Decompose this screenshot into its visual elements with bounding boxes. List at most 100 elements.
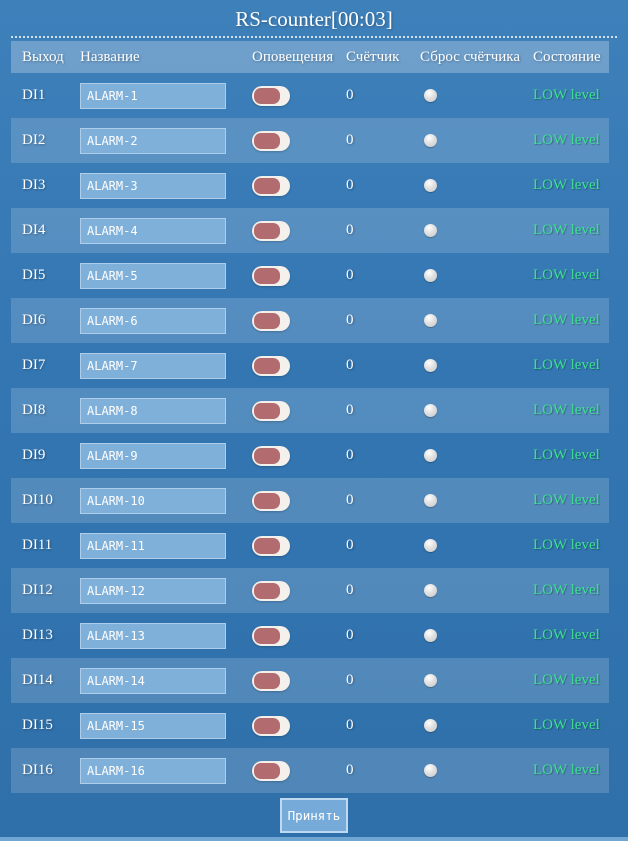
name-input[interactable] — [80, 172, 226, 199]
name-input[interactable] — [80, 622, 226, 649]
state-label: LOW level — [533, 357, 600, 373]
table-row: DI3 0 LOW level — [11, 163, 609, 208]
notifications-toggle[interactable] — [252, 625, 290, 646]
header-state: Состояние — [533, 48, 601, 65]
state-label: LOW level — [533, 627, 600, 643]
table-row: DI2 0 LOW level — [11, 118, 609, 163]
notifications-toggle[interactable] — [252, 760, 290, 781]
reset-counter-radio[interactable] — [424, 404, 437, 418]
header-counter: Счётчик — [346, 48, 400, 65]
toggle-knob-icon — [254, 537, 280, 554]
notifications-toggle[interactable] — [252, 310, 290, 331]
reset-counter-radio[interactable] — [424, 539, 437, 553]
reset-counter-radio[interactable] — [424, 584, 437, 598]
toggle-knob-icon — [254, 627, 280, 644]
notifications-toggle[interactable] — [252, 400, 290, 421]
state-label: LOW level — [533, 87, 600, 103]
name-input[interactable] — [80, 397, 226, 424]
notifications-toggle[interactable] — [252, 490, 290, 511]
name-input[interactable] — [80, 712, 226, 739]
reset-counter-radio[interactable] — [424, 224, 437, 238]
counter-value: 0 — [346, 447, 354, 463]
bottom-strip — [0, 837, 628, 841]
toggle-knob-icon — [254, 222, 280, 239]
name-input[interactable] — [80, 757, 226, 784]
notifications-toggle[interactable] — [252, 220, 290, 241]
state-label: LOW level — [533, 672, 600, 688]
output-label: DI1 — [22, 87, 46, 103]
table-row: DI14 0 LOW level — [11, 658, 609, 703]
toggle-knob-icon — [254, 357, 280, 374]
reset-counter-radio[interactable] — [424, 494, 437, 508]
table-header: Выход Название Оповещения Счётчик Сброс … — [11, 41, 609, 73]
notifications-toggle[interactable] — [252, 445, 290, 466]
submit-button[interactable]: Принять — [279, 798, 349, 833]
output-label: DI6 — [22, 312, 46, 328]
reset-counter-radio[interactable] — [424, 269, 437, 283]
table-row: DI9 0 LOW level — [11, 433, 609, 478]
name-input[interactable] — [80, 127, 226, 154]
reset-counter-radio[interactable] — [424, 449, 437, 463]
reset-counter-radio[interactable] — [424, 719, 437, 733]
name-input[interactable] — [80, 82, 226, 109]
notifications-toggle[interactable] — [252, 715, 290, 736]
output-label: DI2 — [22, 132, 46, 148]
state-label: LOW level — [533, 447, 600, 463]
name-input[interactable] — [80, 577, 226, 604]
notifications-toggle[interactable] — [252, 265, 290, 286]
counter-value: 0 — [346, 312, 354, 328]
name-input[interactable] — [80, 667, 226, 694]
name-input[interactable] — [80, 487, 226, 514]
state-label: LOW level — [533, 312, 600, 328]
output-label: DI14 — [22, 672, 53, 688]
toggle-knob-icon — [254, 492, 280, 509]
state-label: LOW level — [533, 402, 600, 418]
notifications-toggle[interactable] — [252, 535, 290, 556]
toggle-knob-icon — [254, 177, 280, 194]
reset-counter-radio[interactable] — [424, 314, 437, 328]
toggle-knob-icon — [254, 267, 280, 284]
reset-counter-radio[interactable] — [424, 629, 437, 643]
table-row: DI7 0 LOW level — [11, 343, 609, 388]
counter-value: 0 — [346, 357, 354, 373]
name-input[interactable] — [80, 307, 226, 334]
state-label: LOW level — [533, 267, 600, 283]
state-label: LOW level — [533, 717, 600, 733]
notifications-toggle[interactable] — [252, 175, 290, 196]
state-label: LOW level — [533, 222, 600, 238]
state-label: LOW level — [533, 177, 600, 193]
counter-value: 0 — [346, 762, 354, 778]
toggle-knob-icon — [254, 312, 280, 329]
reset-counter-radio[interactable] — [424, 359, 437, 373]
name-input[interactable] — [80, 217, 226, 244]
output-label: DI12 — [22, 582, 53, 598]
name-input[interactable] — [80, 262, 226, 289]
table-row: DI8 0 LOW level — [11, 388, 609, 433]
toggle-knob-icon — [254, 717, 280, 734]
name-input[interactable] — [80, 352, 226, 379]
notifications-toggle[interactable] — [252, 355, 290, 376]
name-input[interactable] — [80, 532, 226, 559]
state-label: LOW level — [533, 132, 600, 148]
name-input[interactable] — [80, 442, 226, 469]
output-label: DI16 — [22, 762, 53, 778]
counter-value: 0 — [346, 537, 354, 553]
reset-counter-radio[interactable] — [424, 89, 437, 103]
reset-counter-radio[interactable] — [424, 134, 437, 148]
toggle-knob-icon — [254, 447, 280, 464]
notifications-toggle[interactable] — [252, 670, 290, 691]
notifications-toggle[interactable] — [252, 130, 290, 151]
output-label: DI3 — [22, 177, 46, 193]
reset-counter-radio[interactable] — [424, 764, 437, 778]
output-label: DI13 — [22, 627, 53, 643]
header-reset: Сброс счётчика — [420, 48, 521, 65]
toggle-knob-icon — [254, 762, 280, 779]
page-title: RS-counter[00:03] — [235, 7, 393, 31]
toggle-knob-icon — [254, 672, 280, 689]
reset-counter-radio[interactable] — [424, 674, 437, 688]
counter-value: 0 — [346, 672, 354, 688]
notifications-toggle[interactable] — [252, 580, 290, 601]
reset-counter-radio[interactable] — [424, 179, 437, 193]
notifications-toggle[interactable] — [252, 85, 290, 106]
